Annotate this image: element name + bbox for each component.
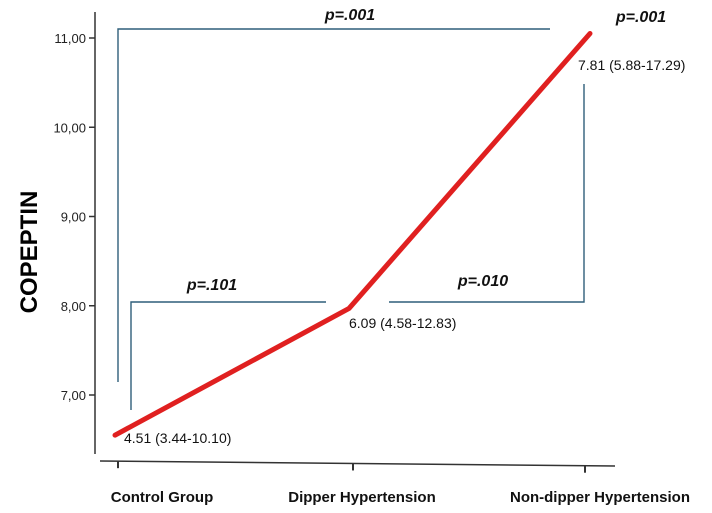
y-tick-label: 7,00 [61,388,86,403]
p-value-label: p=.001 [615,9,666,26]
series-line [112,31,593,438]
x-category-label: Dipper Hypertension [288,489,436,506]
p-value-label: p=.010 [457,273,508,290]
y-tick-label: 8,00 [61,299,86,314]
y-tick-label: 10,00 [53,120,86,135]
y-axis-title: COPEPTIN [16,191,43,314]
bracket-control-vs-nondipper [117,28,550,382]
comparison-brackets [117,28,585,410]
data-point [347,306,351,310]
p-value-label: p=.101 [186,277,237,294]
y-tick-label: 9,00 [61,210,86,225]
x-category-label: Control Group [111,489,213,506]
series-group [112,31,593,438]
bracket-dipper-vs-nondipper [389,84,585,303]
p-value-label: p=.001 [324,7,375,24]
data-label: 4.51 (3.44-10.10) [124,430,231,446]
labels-group: p=.001 p=.101 p=.010 p=.001 4.51 (3.44-10.10… [124,7,685,446]
x-category-label: Non-dipper Hypertension [510,489,690,506]
y-tick-label: 11,00 [54,31,86,46]
data-label: 6.09 (4.58-12.83) [349,315,456,331]
data-label: 7.81 (5.88-17.29) [578,57,685,73]
axes: 7,00 8,00 9,00 10,00 11,00 Control Group Dippe… [16,12,690,506]
x-axis-line [99,460,616,467]
bracket-control-vs-dipper [130,301,326,410]
data-point [113,433,117,437]
data-point [588,32,592,36]
